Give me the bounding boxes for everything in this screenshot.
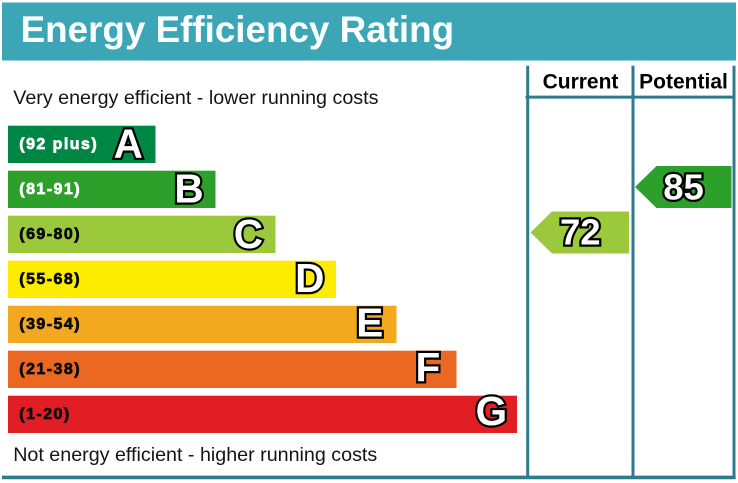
svg-text:(1-20): (1-20) (19, 406, 70, 423)
svg-text:Not energy efficient - higher: Not energy efficient - higher running co… (13, 444, 377, 466)
svg-text:Energy Efficiency Rating: Energy Efficiency Rating (21, 9, 455, 50)
svg-text:A: A (114, 120, 143, 166)
svg-text:F: F (416, 345, 441, 391)
svg-text:(39-54): (39-54) (19, 316, 81, 333)
svg-text:C: C (234, 211, 263, 257)
svg-text:E: E (356, 299, 383, 345)
svg-text:(69-80): (69-80) (19, 226, 81, 243)
svg-text:D: D (295, 255, 324, 301)
svg-text:(81-91): (81-91) (19, 181, 81, 198)
svg-text:G: G (476, 388, 508, 434)
svg-text:(92 plus): (92 plus) (19, 136, 98, 153)
svg-text:Potential: Potential (639, 71, 728, 94)
svg-text:72: 72 (560, 211, 601, 252)
svg-text:Current: Current (543, 71, 619, 94)
svg-text:(55-68): (55-68) (19, 271, 81, 288)
svg-text:Very energy efficient - lower: Very energy efficient - lower running co… (13, 87, 378, 109)
svg-text:85: 85 (663, 167, 704, 208)
svg-text:(21-38): (21-38) (19, 361, 81, 378)
svg-text:B: B (174, 165, 203, 211)
